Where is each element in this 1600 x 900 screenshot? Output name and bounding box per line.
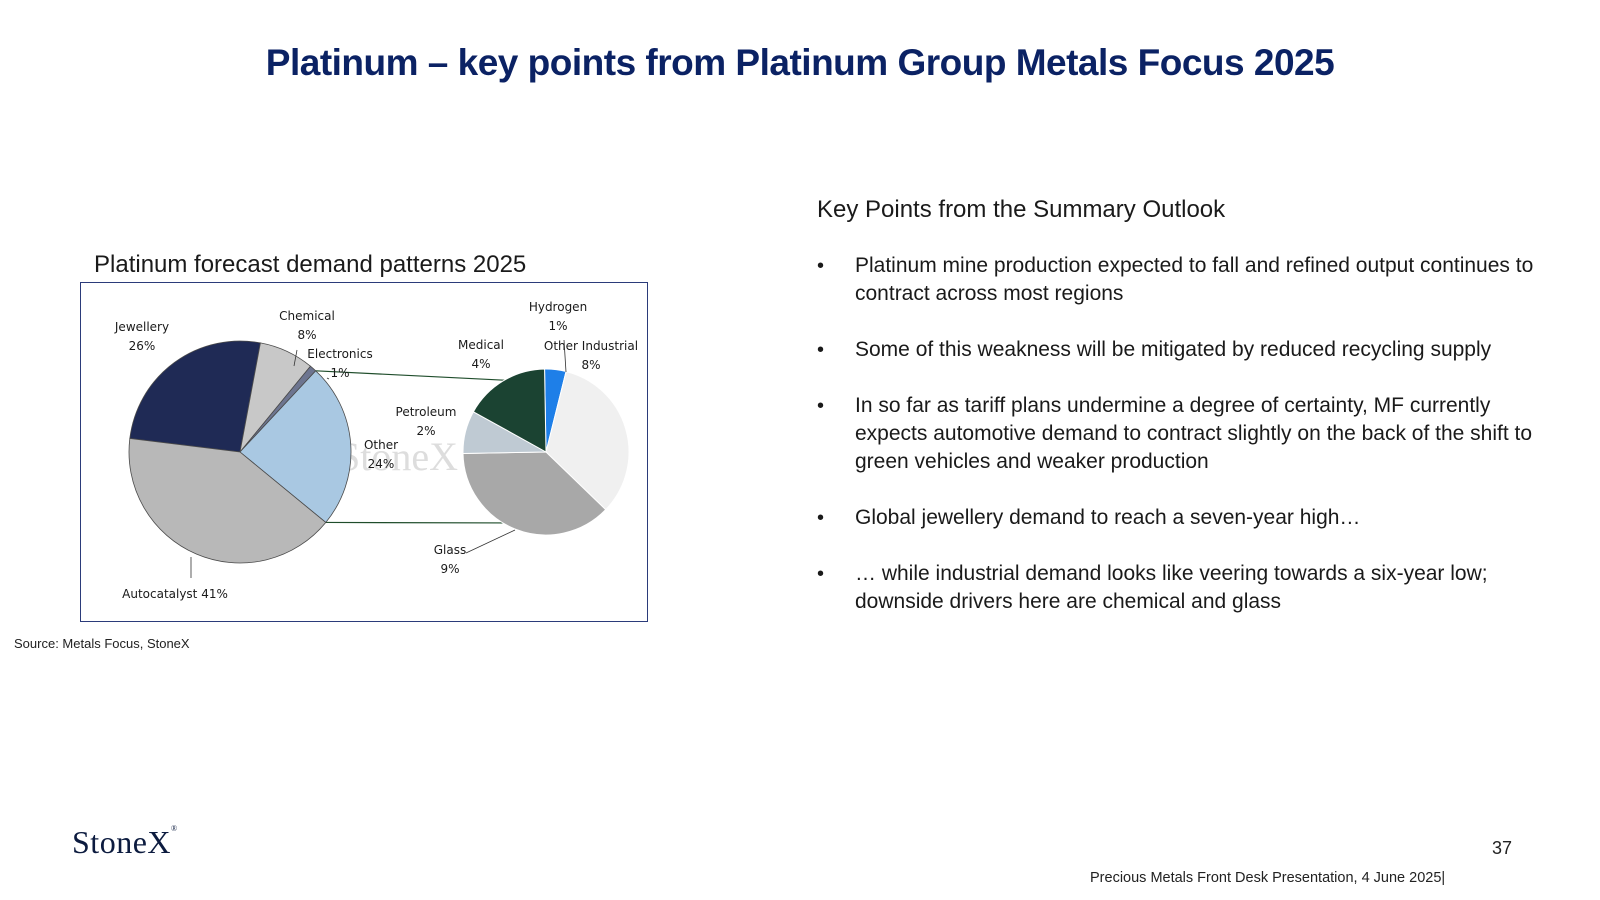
slice-pct-other: 24% <box>368 457 395 471</box>
key-point-text: Platinum mine production expected to fal… <box>855 254 1534 305</box>
slice-pct-chemical: 8% <box>297 328 316 342</box>
bullet-icon: • <box>817 395 825 417</box>
leader-line-glass <box>465 529 516 554</box>
leader-line-hydrogen <box>563 339 567 373</box>
main-pie <box>128 340 352 564</box>
pie-slice-glass <box>462 451 607 536</box>
slice-label-petroleum: Petroleum <box>396 405 457 419</box>
slice-label-chemical: Chemical <box>279 309 335 323</box>
chart-frame <box>80 282 648 622</box>
bullet-icon: • <box>817 507 825 529</box>
connector-line-top <box>315 370 541 383</box>
pie-slice-other-industrial <box>545 370 630 511</box>
slice-label-other: Other <box>364 438 398 452</box>
slice-pct-other-industrial: 8% <box>581 358 600 372</box>
footer-presentation-title: Precious Metals Front Desk Presentation,… <box>1090 870 1446 886</box>
leader-line-electronics <box>326 377 330 380</box>
key-point-text: Global jewellery demand to reach a seven… <box>855 506 1361 529</box>
key-point-item: • … while industrial demand looks like ve… <box>817 560 1537 616</box>
key-point-item: • Platinum mine production expected to fa… <box>817 252 1537 308</box>
slice-pct-hydrogen: 1% <box>548 319 567 333</box>
slice-pct-jewellery: 26% <box>129 339 156 353</box>
source-note: Source: Metals Focus, StoneX <box>14 636 190 651</box>
slice-label-other-industrial: Other Industrial <box>544 339 638 353</box>
stonex-logo: StoneX® <box>72 824 178 860</box>
slice-label-hydrogen: Hydrogen <box>529 300 587 314</box>
chart-title: Platinum forecast demand patterns 2025 <box>94 251 527 278</box>
key-points-list: • Platinum mine production expected to fa… <box>817 252 1537 644</box>
bullet-icon: • <box>817 563 825 585</box>
slice-pct-electronics: 1% <box>330 366 349 380</box>
slice-label-jewellery: Jewellery <box>114 320 169 334</box>
bullet-icon: • <box>817 255 825 277</box>
slice-label-electronics: Electronics <box>307 347 372 361</box>
slice-label-glass: Glass <box>434 543 467 557</box>
page-number: 37 <box>1492 838 1513 858</box>
breakout-pie <box>462 368 630 536</box>
key-point-text: In so far as tariff plans undermine a de… <box>855 394 1533 473</box>
pie-labels: Jewellery 26% Chemical 8% Electronics 1% Other… <box>114 300 638 601</box>
pie-slice-other <box>239 370 352 524</box>
slice-label-medical: Medical <box>458 338 504 352</box>
slice-label-autocatalyst: Autocatalyst 41% <box>122 587 228 601</box>
chart-watermark: StoneX <box>338 434 458 479</box>
page-title: Platinum – key points from Platinum Grou… <box>265 42 1335 83</box>
leader-line-chemical <box>293 349 298 367</box>
key-point-item: • In so far as tariff plans undermine a d… <box>817 392 1537 476</box>
logo-text: StoneX <box>72 824 171 860</box>
key-point-text: … while industrial demand looks like vee… <box>855 562 1488 613</box>
slice-pct-petroleum: 2% <box>416 424 435 438</box>
pie-slice-jewellery <box>129 340 261 453</box>
slice-pct-glass: 9% <box>440 562 459 576</box>
slice-pct-medical: 4% <box>471 357 490 371</box>
key-point-item: • Global jewellery demand to reach a seve… <box>817 504 1537 532</box>
pie-slice-medical <box>472 368 547 453</box>
pie-slice-autocatalyst <box>128 438 327 564</box>
bullet-icon: • <box>817 339 825 361</box>
key-point-item: • Some of this weakness will be mitigated… <box>817 336 1537 364</box>
key-points-heading: Key Points from the Summary Outlook <box>817 196 1226 223</box>
key-point-text: Some of this weakness will be mitigated … <box>855 338 1492 361</box>
